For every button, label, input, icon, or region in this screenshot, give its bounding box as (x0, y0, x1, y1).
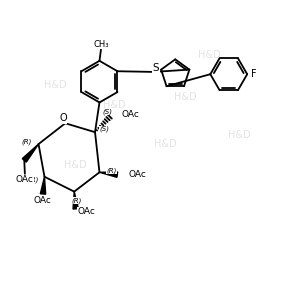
Text: OAc: OAc (15, 175, 33, 184)
Polygon shape (100, 172, 118, 177)
Text: (R): (R) (106, 168, 116, 174)
Text: (R): (R) (71, 197, 82, 204)
Text: CH₃: CH₃ (93, 40, 109, 49)
Text: F: F (251, 69, 256, 79)
Text: H&D: H&D (174, 92, 197, 101)
Polygon shape (40, 177, 46, 194)
Text: OAc: OAc (122, 110, 140, 119)
Text: OAc: OAc (129, 169, 146, 178)
Text: OAc: OAc (77, 207, 95, 216)
Text: (S): (S) (103, 108, 112, 115)
Text: H&D: H&D (198, 50, 221, 60)
Text: H&D: H&D (103, 100, 126, 110)
Text: OAc: OAc (34, 196, 51, 205)
Text: (R): (R) (22, 138, 32, 145)
Text: H&D: H&D (154, 139, 176, 149)
Text: H&D: H&D (64, 160, 87, 170)
Text: S: S (152, 63, 159, 73)
Text: O: O (59, 113, 67, 123)
Text: H&D: H&D (44, 80, 66, 90)
Polygon shape (22, 144, 38, 162)
Text: H&D: H&D (228, 130, 250, 140)
Text: (S): (S) (100, 126, 110, 132)
Polygon shape (73, 192, 78, 209)
Text: (R): (R) (28, 176, 38, 183)
